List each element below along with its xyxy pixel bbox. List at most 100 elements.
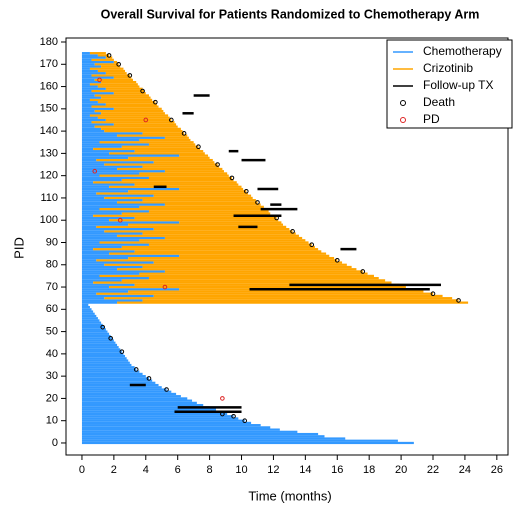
death-marker [242, 418, 248, 423]
chemotherapy-bar [81, 89, 92, 93]
legend-label: PD [423, 112, 440, 126]
chemotherapy-bar [81, 328, 106, 331]
death-marker [108, 335, 113, 341]
y-tick-label: 160 [40, 80, 58, 92]
y-tick-label: 140 [40, 125, 58, 137]
crizotinib-bar [109, 252, 327, 255]
crizotinib-bar [101, 127, 181, 130]
chemotherapy-bar [81, 207, 100, 211]
y-tick-label: 170 [40, 58, 58, 70]
crizotinib-bar [94, 63, 119, 66]
crizotinib-bar [101, 96, 151, 99]
chemotherapy-bar [81, 372, 143, 376]
crizotinib-bar [99, 241, 309, 244]
chemotherapy-bar [81, 63, 95, 66]
chemotherapy-bar [81, 381, 156, 384]
chemotherapy-bar [81, 98, 90, 102]
crizotinib-bar [153, 161, 215, 164]
chemotherapy-bar [81, 359, 129, 362]
chemotherapy-bar [81, 308, 92, 311]
chemotherapy-bar [81, 179, 122, 182]
y-tick-label: 100 [40, 214, 58, 226]
chemotherapy-bar [81, 361, 130, 364]
chemotherapy-bar [81, 270, 165, 273]
chemotherapy-bar [81, 305, 90, 309]
death-marker [360, 269, 366, 274]
chemotherapy-bar [81, 350, 122, 353]
y-tick-label: 70 [46, 281, 58, 293]
chemotherapy-bar [81, 121, 92, 124]
death-marker [229, 175, 235, 181]
crizotinib-bar [109, 219, 279, 222]
chemotherapy-bar [81, 74, 92, 77]
y-tick-label: 80 [46, 259, 58, 271]
crizotinib-bar [113, 60, 118, 64]
chemotherapy-bar [81, 274, 100, 278]
chemotherapy-bar [81, 52, 90, 55]
crizotinib-bar [128, 256, 335, 260]
death-marker [290, 229, 295, 234]
chemotherapy-bar [81, 85, 98, 88]
chemotherapy-bar [81, 87, 106, 90]
legend-label: Chemotherapy [423, 44, 502, 58]
chemotherapy-bar [81, 152, 110, 155]
chemotherapy-bar [81, 221, 180, 224]
chemotherapy-bar [81, 401, 197, 404]
chemotherapy-bar [81, 65, 102, 68]
plot-frame [65, 37, 509, 456]
chemotherapy-bar [81, 375, 146, 378]
crizotinib-bar [139, 205, 264, 208]
crizotinib-bar [94, 78, 134, 81]
chemotherapy-bar [81, 346, 119, 349]
x-tick-label: 24 [459, 464, 471, 476]
crizotinib-bar [153, 261, 343, 264]
crizotinib-bar [99, 141, 194, 144]
legend-swatch [400, 100, 406, 106]
crizotinib-bar [121, 245, 315, 249]
crizotinib-bar [113, 123, 177, 126]
chemotherapy-bar [81, 156, 129, 159]
chemotherapy-bar [81, 406, 210, 409]
chemotherapy-bar [81, 167, 118, 171]
chemotherapy-bar [81, 163, 105, 166]
crizotinib-bar [139, 272, 368, 275]
chemotherapy-bar [81, 368, 137, 371]
death-marker [106, 53, 112, 58]
chemotherapy-bar [81, 154, 180, 157]
chemotherapy-bar [81, 354, 126, 358]
legend-swatch [400, 117, 406, 123]
death-marker [220, 411, 225, 417]
chemotherapy-bar [81, 125, 95, 128]
crizotinib-bar [97, 69, 126, 73]
chemotherapy-bar [81, 83, 90, 86]
chemotherapy-bar [81, 80, 102, 84]
y-tick-label: 130 [40, 147, 58, 159]
death-marker [119, 349, 125, 354]
chemotherapy-bar [81, 430, 298, 433]
chemotherapy-bar [81, 96, 102, 99]
crizotinib-bar [142, 199, 256, 202]
crizotinib-bar [142, 265, 352, 269]
death-marker [181, 131, 187, 136]
chemotherapy-bar [81, 435, 325, 438]
crizotinib-bar [91, 89, 145, 93]
crizotinib-bar [134, 216, 277, 220]
death-marker [430, 291, 436, 297]
chemotherapy-bar [81, 174, 100, 177]
chemotherapy-bar [81, 326, 105, 329]
chemotherapy-bar [81, 129, 105, 133]
crizotinib-bar [134, 183, 239, 186]
crizotinib-bar [117, 301, 469, 304]
crizotinib-bar [97, 85, 140, 88]
crizotinib-bar [148, 210, 269, 213]
crizotinib-bar [104, 230, 293, 233]
chemotherapy-bar [81, 339, 114, 342]
x-tick-label: 18 [363, 464, 375, 476]
crizotinib-bar [148, 176, 232, 180]
death-marker [133, 367, 139, 372]
chemotherapy-bar [81, 216, 135, 220]
chemotherapy-bar [81, 439, 398, 442]
crizotinib-bar [99, 174, 229, 177]
x-tick-label: 8 [207, 464, 213, 476]
chemotherapy-bar [81, 250, 135, 253]
